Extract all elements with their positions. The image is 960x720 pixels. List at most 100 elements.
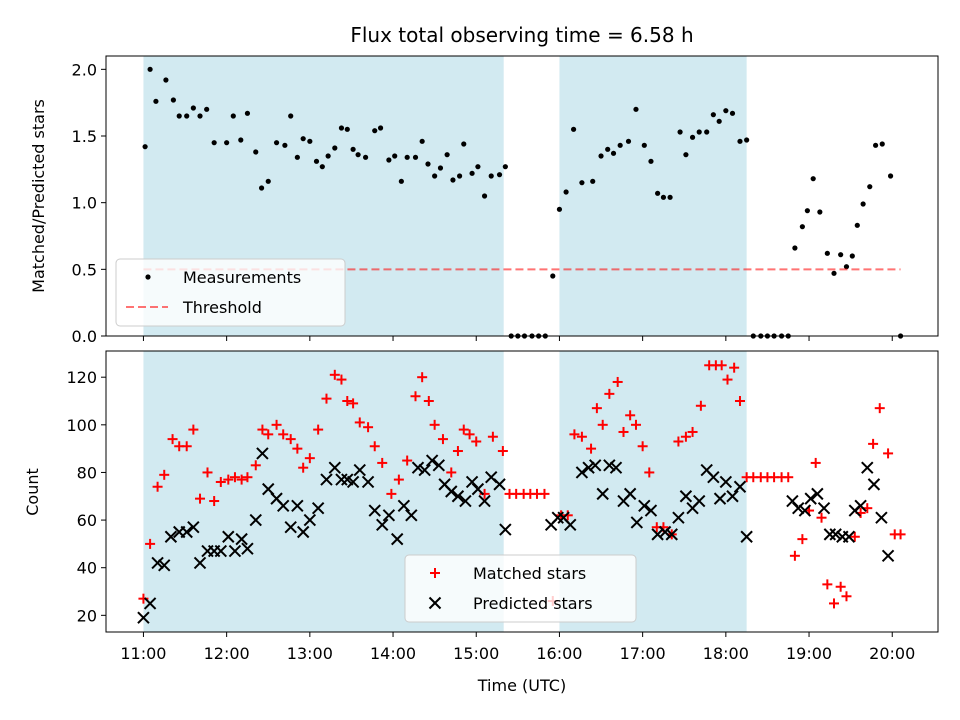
matched-stars-point bbox=[195, 493, 206, 504]
measurements-point bbox=[598, 153, 604, 159]
matched-stars-point bbox=[336, 374, 347, 385]
matched-stars-point bbox=[789, 550, 800, 561]
predicted-stars-point bbox=[277, 499, 290, 512]
predicted-stars-point bbox=[143, 597, 157, 610]
y-tick-label: 1.0 bbox=[72, 194, 97, 213]
matched-stars-point bbox=[539, 488, 550, 499]
matched-stars-point bbox=[716, 360, 727, 371]
matched-stars-point bbox=[734, 396, 745, 407]
predicted-stars-point bbox=[478, 494, 491, 508]
predicted-stars-point bbox=[713, 492, 727, 505]
predicted-stars-point bbox=[390, 532, 404, 546]
upper-plot-frame bbox=[105, 55, 939, 337]
predicted-stars-point bbox=[867, 478, 881, 491]
matched-stars-point bbox=[625, 410, 636, 421]
measurements-point bbox=[325, 153, 331, 159]
lower-legend: Matched stars Predicted stars bbox=[404, 554, 637, 623]
predicted-stars-point bbox=[346, 475, 360, 489]
predicted-stars-point bbox=[137, 611, 150, 624]
predicted-stars-point bbox=[589, 459, 602, 472]
measurements-point bbox=[258, 185, 265, 191]
measurements-point bbox=[469, 170, 475, 176]
measurements-point bbox=[824, 250, 830, 256]
measurements-point bbox=[579, 180, 585, 186]
measurements-point bbox=[211, 140, 217, 146]
predicted-stars-point bbox=[842, 530, 856, 543]
measurements-point bbox=[197, 113, 203, 119]
measurements-point bbox=[163, 77, 169, 83]
x-tick-label: 16:00 bbox=[536, 644, 582, 663]
measurements-point bbox=[475, 164, 481, 170]
predicted-stars-point bbox=[151, 556, 164, 570]
matched-stars-point bbox=[797, 534, 808, 545]
predicted-stars-point bbox=[575, 466, 589, 479]
matched-stars-point bbox=[680, 431, 691, 442]
matched-stars-point bbox=[417, 372, 428, 383]
matched-stars-point bbox=[637, 441, 648, 452]
matched-stars-point bbox=[292, 443, 303, 454]
matched-stars-point bbox=[363, 422, 374, 433]
predicted-stars-point bbox=[798, 504, 812, 517]
measurements-point bbox=[372, 128, 378, 134]
predicted-stars-point bbox=[382, 509, 396, 522]
lower-panel: 20 40 60 80 100 120 11:00 12:00 13:00 14:00 15:00 1… bbox=[23, 350, 939, 695]
matched-stars-point bbox=[612, 376, 623, 387]
matched-stars-point bbox=[673, 436, 684, 447]
matched-stars-point bbox=[167, 434, 178, 445]
upper-legend: Measurements Threshold bbox=[115, 258, 346, 327]
measurements-point bbox=[461, 141, 467, 147]
predicted-stars-point bbox=[361, 475, 375, 489]
predicted-stars-point bbox=[679, 490, 693, 503]
predicted-stars-point bbox=[303, 513, 317, 527]
matched-stars-point bbox=[452, 446, 463, 457]
measurements-point bbox=[344, 126, 350, 132]
measurements-point bbox=[610, 150, 617, 156]
matched-stars-point bbox=[423, 396, 434, 407]
matched-stars-point bbox=[145, 538, 156, 549]
measurements-point bbox=[704, 129, 710, 135]
predicted-stars-point bbox=[651, 528, 664, 541]
predicted-stars-point bbox=[418, 463, 431, 477]
y-tick-label: 120 bbox=[66, 368, 97, 387]
measurements-point bbox=[617, 142, 623, 148]
y-tick-label: 80 bbox=[77, 463, 97, 482]
matched-stars-point bbox=[874, 403, 885, 414]
predicted-stars-point bbox=[291, 499, 304, 512]
legend-predicted-marker bbox=[428, 596, 442, 610]
measurements-point bbox=[377, 125, 384, 131]
predicted-stars-point bbox=[638, 499, 651, 512]
predicted-stars-point bbox=[811, 487, 824, 501]
predicted-stars-point bbox=[861, 461, 874, 474]
predicted-stars-point bbox=[335, 473, 348, 486]
matched-stars-point bbox=[695, 400, 706, 411]
measurements-point bbox=[710, 112, 716, 118]
matched-stars-point bbox=[829, 598, 839, 609]
measurements-point bbox=[184, 113, 190, 119]
measurements-point bbox=[792, 245, 798, 251]
measurements-point bbox=[843, 264, 850, 270]
upper-axis-ticks: 0.0 0.5 1.0 1.5 2.0 bbox=[72, 60, 893, 346]
measurements-point bbox=[437, 165, 444, 171]
matched-stars-point bbox=[402, 455, 413, 466]
measurements-point bbox=[307, 138, 313, 144]
predicted-stars-point bbox=[158, 559, 171, 572]
measurements-point bbox=[744, 137, 750, 143]
predicted-stars-point bbox=[405, 509, 418, 522]
predicted-stars-point bbox=[320, 473, 333, 486]
matched-stars-point bbox=[497, 446, 508, 457]
matched-stars-point bbox=[342, 396, 353, 407]
matched-stars-point bbox=[304, 453, 315, 464]
matched-stars-point bbox=[597, 419, 608, 430]
legend-threshold-label: Threshold bbox=[182, 298, 262, 317]
matched-stars-point bbox=[278, 429, 289, 440]
predicted-stars-point bbox=[180, 525, 193, 539]
measurements-point bbox=[689, 134, 696, 140]
measurements-point bbox=[350, 146, 356, 152]
upper-y-axis-label: Matched/Predicted stars bbox=[29, 99, 48, 293]
x-axis-label: Time (UTC) bbox=[477, 676, 566, 695]
measurements-point bbox=[817, 209, 823, 215]
predicted-stars-point bbox=[719, 475, 733, 489]
predicted-stars-point bbox=[187, 521, 200, 534]
measurements-point bbox=[677, 129, 683, 135]
